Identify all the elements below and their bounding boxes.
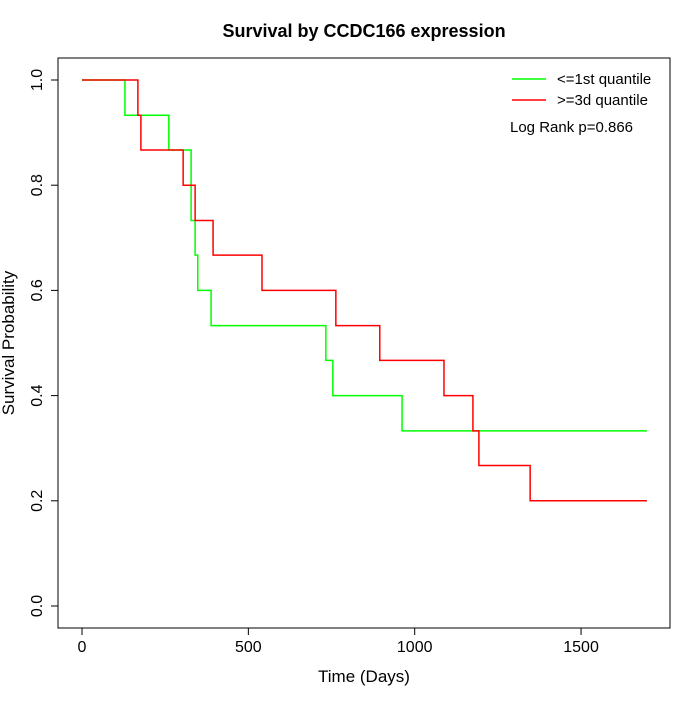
x-tick-label: 500 [235,639,262,656]
x-axis-label: Time (Days) [318,667,410,686]
log-rank-annotation: Log Rank p=0.866 [510,119,633,136]
x-tick-label: 0 [78,639,87,656]
legend-label-low: <=1st quantile [557,71,651,88]
y-tick-label: 0.4 [29,384,46,406]
x-tick-label: 1000 [397,639,433,656]
y-tick-label: 1.0 [29,69,46,91]
y-tick-label: 0.6 [29,279,46,301]
survival-curve-high [82,79,647,502]
legend-label-high: >=3d quantile [557,92,648,109]
x-tick-label: 1500 [563,639,599,656]
chart-title: Survival by CCDC166 expression [222,21,505,41]
y-tick-label: 0.2 [29,490,46,512]
y-tick-label: 0.0 [29,595,46,617]
y-tick-label: 0.8 [29,174,46,196]
legend: <=1st quantile >=3d quantile [512,71,651,109]
survival-curve-low [82,79,647,432]
y-axis-label: Survival Probability [0,270,18,415]
plot-frame [57,57,671,629]
